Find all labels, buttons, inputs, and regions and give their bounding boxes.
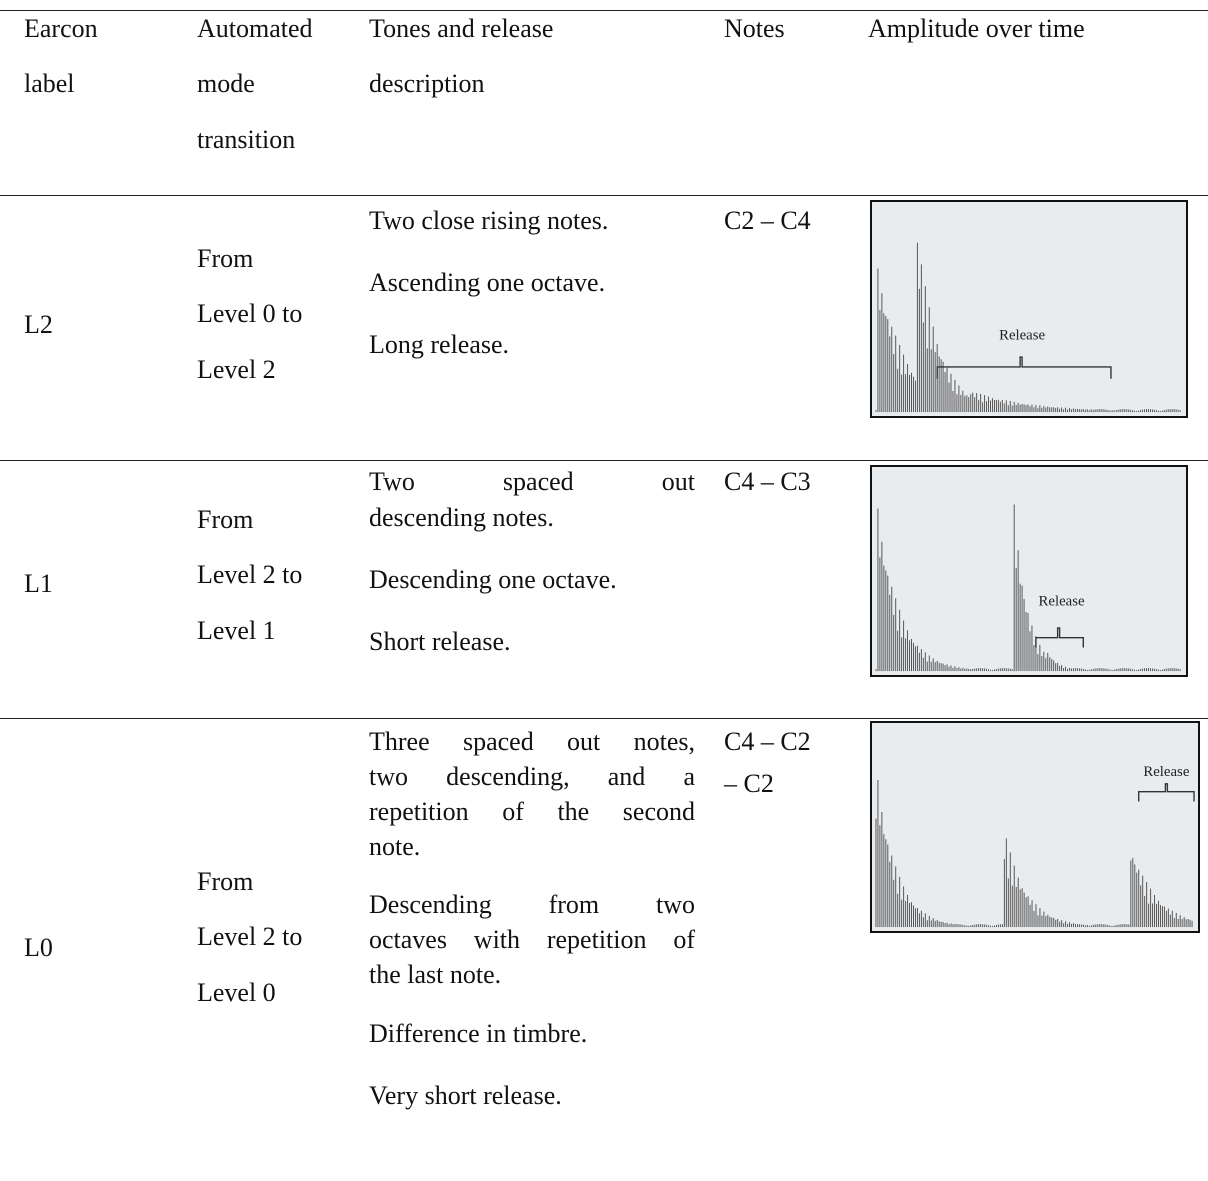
row-l0: L0 From Level 2 to Level 0 Three spaced … <box>0 719 1208 1179</box>
mode-transition: From Level 0 to Level 2 <box>197 246 357 396</box>
mode-transition: From Level 2 to Level 1 <box>197 507 357 657</box>
waveform-plot: Release <box>875 242 1181 413</box>
earcon-label-text: L2 <box>24 310 53 339</box>
waveform-plot: Release <box>875 504 1181 672</box>
waveform-bars <box>875 779 1193 928</box>
transition-line: Level 2 to <box>197 922 303 951</box>
header-bottom-rule <box>0 195 1208 196</box>
description-line: Difference in timbre. <box>369 1019 588 1048</box>
release-label: Release <box>1143 764 1189 780</box>
header-text: transition <box>197 125 296 154</box>
header-amplitude: Amplitude over time <box>868 16 1198 56</box>
amplitude-waveform: Release <box>870 200 1188 418</box>
amplitude-waveform: Release <box>870 465 1188 677</box>
description-line: Long release. <box>369 330 510 359</box>
release-label: Release <box>999 327 1045 343</box>
header-notes: Notes <box>724 16 854 56</box>
release-label: Release <box>1039 593 1085 609</box>
amplitude-waveform: Release <box>870 721 1200 933</box>
mode-transition: From Level 2 to Level 0 <box>197 869 357 1019</box>
transition-line: From <box>197 867 254 896</box>
header-text: Earcon <box>24 14 98 43</box>
description-line: the last note. <box>369 960 502 989</box>
description-line: octaves with repetition of <box>369 925 695 954</box>
notes-text: C4 – C2 <box>724 727 811 756</box>
transition-line: Level 2 to <box>197 560 303 589</box>
transition-line: Level 1 <box>197 616 276 645</box>
release-bracket <box>1035 627 1084 648</box>
row-l2: L2 From Level 0 to Level 2 Two close ris… <box>0 196 1208 458</box>
header-text: mode <box>197 69 255 98</box>
description-line: Ascending one octave. <box>369 268 606 297</box>
description-line: two descending, and a <box>369 762 695 791</box>
header-text: description <box>369 69 485 98</box>
row-l2-bottom-rule <box>0 460 1208 461</box>
release-bracket <box>936 356 1112 379</box>
table-top-rule <box>0 10 1208 11</box>
description-line: descending notes. <box>369 503 554 532</box>
header-earcon-label: Earcon label <box>24 16 174 176</box>
notes-text: C4 – C3 <box>724 467 811 496</box>
transition-line: From <box>197 505 254 534</box>
earcon-label-text: L1 <box>24 569 53 598</box>
waveform-bars <box>875 242 1181 413</box>
description-line: Two close rising notes. <box>369 206 609 235</box>
transition-line: Level 0 to <box>197 299 303 328</box>
header-automated-mode: Automated mode transition <box>197 16 357 176</box>
description-line: Descending from two <box>369 890 695 919</box>
release-bracket <box>1138 783 1195 802</box>
header-tones-description: Tones and release description <box>369 16 699 176</box>
description: Three spaced out notes, two descending, … <box>369 729 699 1169</box>
notes-text: – C2 <box>724 769 774 798</box>
earcon-label-text: L0 <box>24 933 53 962</box>
description-line: Descending one octave. <box>369 565 617 594</box>
description: Two close rising notes. Ascending one oc… <box>369 208 699 408</box>
description-line: Very short release. <box>369 1081 562 1110</box>
description-line: Short release. <box>369 627 511 656</box>
header-text: label <box>24 69 75 98</box>
transition-line: Level 0 <box>197 978 276 1007</box>
transition-line: From <box>197 244 254 273</box>
description: Two spaced out descending notes. Descend… <box>369 469 699 689</box>
description-line: Three spaced out notes, <box>369 727 695 756</box>
header-text: Tones and release <box>369 14 554 43</box>
row-l1: L1 From Level 2 to Level 1 Two spaced ou… <box>0 461 1208 717</box>
row-l1-bottom-rule <box>0 718 1208 719</box>
header-text: Amplitude over time <box>868 14 1085 43</box>
notes-text: C2 – C4 <box>724 206 811 235</box>
header-text: Notes <box>724 14 785 43</box>
description-line: Two spaced out <box>369 467 695 496</box>
transition-line: Level 2 <box>197 355 276 384</box>
waveform-plot: Release <box>875 764 1195 928</box>
description-line: repetition of the second <box>369 797 695 826</box>
header-text: Automated <box>197 14 313 43</box>
description-line: note. <box>369 832 421 861</box>
waveform-bars <box>875 504 1181 672</box>
